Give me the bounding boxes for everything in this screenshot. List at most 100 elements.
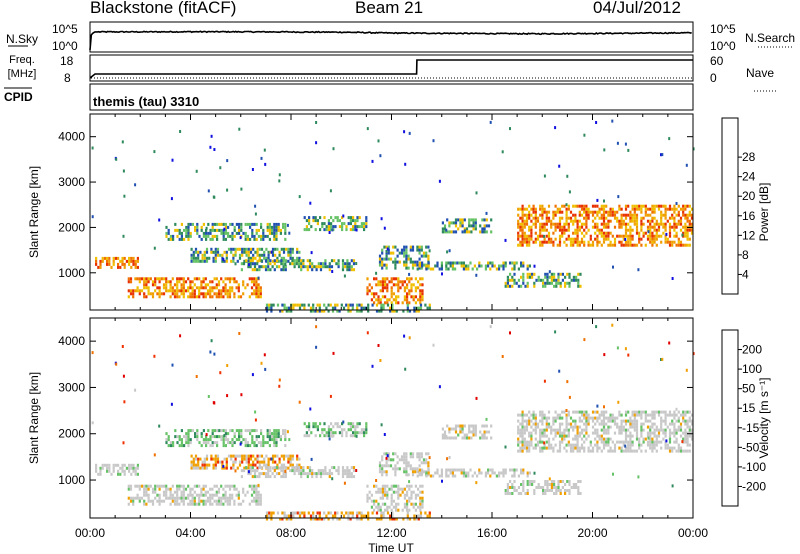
vel-cell	[231, 438, 234, 442]
power-cell	[268, 237, 271, 241]
vel-cell	[682, 413, 685, 417]
vel-cell	[373, 484, 376, 488]
vel-cell	[308, 434, 311, 438]
power-cell	[552, 210, 555, 214]
power-cell	[173, 283, 177, 287]
power-cell	[533, 264, 536, 268]
vel-cell	[521, 431, 524, 435]
vel-cell	[519, 428, 522, 432]
vel-cell	[653, 443, 656, 447]
vel-cell	[616, 416, 619, 420]
power-cell	[521, 204, 524, 208]
vel-cell	[585, 422, 588, 426]
power-cell	[457, 218, 460, 222]
vel-cell	[558, 446, 562, 450]
power-cell	[332, 147, 335, 151]
power-cell	[558, 164, 561, 168]
power-cell	[646, 213, 650, 217]
vel-cell	[95, 466, 98, 470]
power-cell	[609, 207, 612, 211]
vel-cell	[247, 454, 250, 458]
vel-cell	[165, 496, 168, 500]
power-cell	[336, 309, 339, 313]
vel-cell	[132, 502, 135, 506]
power-cell	[600, 231, 603, 235]
power-cell	[472, 224, 475, 228]
vel-cell	[688, 431, 691, 435]
vel-cell	[360, 514, 363, 518]
power-cell	[340, 303, 343, 307]
vel-cell	[651, 416, 654, 420]
power-cell	[312, 219, 315, 223]
power-cell	[389, 251, 393, 255]
vel-cell	[174, 435, 177, 439]
power-cell	[419, 306, 423, 310]
power-cell	[283, 303, 286, 307]
vel-cell	[183, 435, 186, 439]
vel-cell	[627, 449, 630, 453]
power-cell	[576, 234, 579, 238]
power-cell	[123, 256, 126, 260]
power-cell	[470, 224, 473, 228]
vel-cell	[198, 499, 201, 503]
vel-cell	[545, 416, 548, 420]
vel-cell	[532, 410, 535, 414]
power-cell	[522, 261, 525, 265]
power-cell	[195, 169, 198, 173]
vel-cell	[268, 444, 271, 448]
vel-cell	[204, 499, 207, 503]
vel-cell	[561, 437, 564, 441]
power-cell	[559, 281, 562, 285]
vel-cell	[660, 358, 662, 361]
vel-cell	[169, 496, 172, 500]
vel-cell	[411, 473, 415, 477]
vel-cell	[350, 472, 353, 476]
vel-cell	[557, 486, 560, 489]
power-cell	[576, 231, 579, 235]
vel-cell	[534, 428, 537, 432]
power-cell	[563, 204, 566, 208]
power-cell	[598, 231, 601, 235]
power-cell	[596, 198, 599, 202]
vel-cell	[633, 413, 636, 417]
power-cell	[243, 250, 246, 254]
vel-cell	[572, 437, 575, 441]
vel-cell	[269, 469, 272, 473]
vel-cell	[407, 464, 410, 468]
power-cell	[558, 222, 562, 226]
power-cell	[249, 265, 252, 269]
power-cell	[422, 251, 426, 255]
vel-cell	[283, 514, 286, 518]
power-cell	[657, 204, 661, 208]
vel-cell	[197, 463, 200, 467]
vel-cell	[350, 466, 353, 470]
vel-cell	[561, 486, 564, 489]
power-cell	[624, 231, 628, 235]
power-cell	[528, 210, 531, 214]
power-cell	[412, 295, 415, 299]
vel-cell	[264, 441, 267, 445]
power-cell	[580, 231, 584, 235]
vel-cell	[220, 438, 223, 442]
power-cell	[638, 204, 641, 208]
power-cell	[491, 264, 494, 268]
vel-cell	[143, 502, 146, 506]
vel-cell	[397, 487, 400, 491]
power-cell	[323, 222, 326, 226]
power-cell	[252, 256, 255, 260]
vel-cell	[602, 431, 606, 435]
power-cell	[686, 216, 689, 220]
power-cell	[240, 225, 243, 229]
vel-cell	[673, 410, 676, 414]
vel-cell	[132, 499, 135, 503]
power-cell	[363, 222, 366, 226]
vel-cell	[577, 489, 580, 492]
power-cell	[677, 204, 680, 208]
vel-cell	[565, 422, 568, 426]
vel-cell	[182, 490, 185, 494]
vel-cell	[214, 457, 217, 461]
power-cell	[545, 228, 548, 232]
vel-cell	[591, 419, 595, 423]
power-cell	[212, 250, 215, 254]
power-cell	[232, 253, 235, 257]
